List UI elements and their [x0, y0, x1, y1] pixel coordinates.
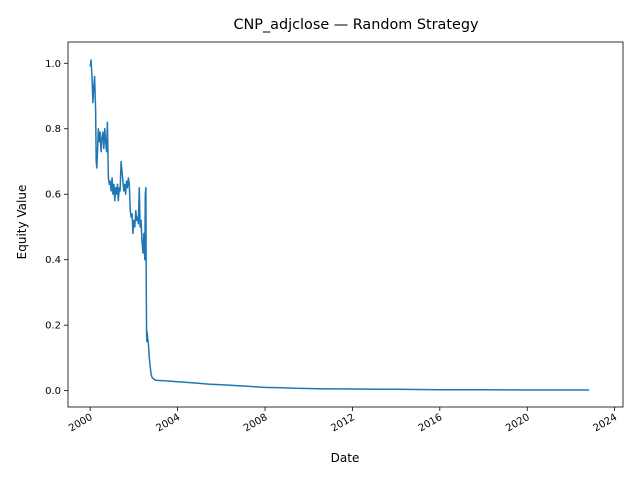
y-tick-label: 0.6 — [45, 190, 61, 201]
y-tick-label: 0.2 — [45, 321, 61, 332]
plot-area — [89, 59, 590, 391]
y-tick-label: 1.0 — [45, 59, 61, 70]
y-axis-ticks: 0.0 0.2 0.4 0.6 0.8 1.0 — [45, 59, 68, 397]
axes-frame — [67, 41, 624, 408]
chart-title: CNP_adjclose — Random Strategy — [233, 17, 479, 33]
series-line-equity — [89, 59, 590, 391]
y-tick-label: 0.0 — [45, 386, 61, 397]
y-axis-label: Equity Value — [15, 185, 29, 260]
y-tick-label: 0.4 — [45, 255, 61, 266]
y-tick-label: 0.8 — [45, 124, 61, 135]
x-axis-label: Date — [331, 451, 360, 465]
